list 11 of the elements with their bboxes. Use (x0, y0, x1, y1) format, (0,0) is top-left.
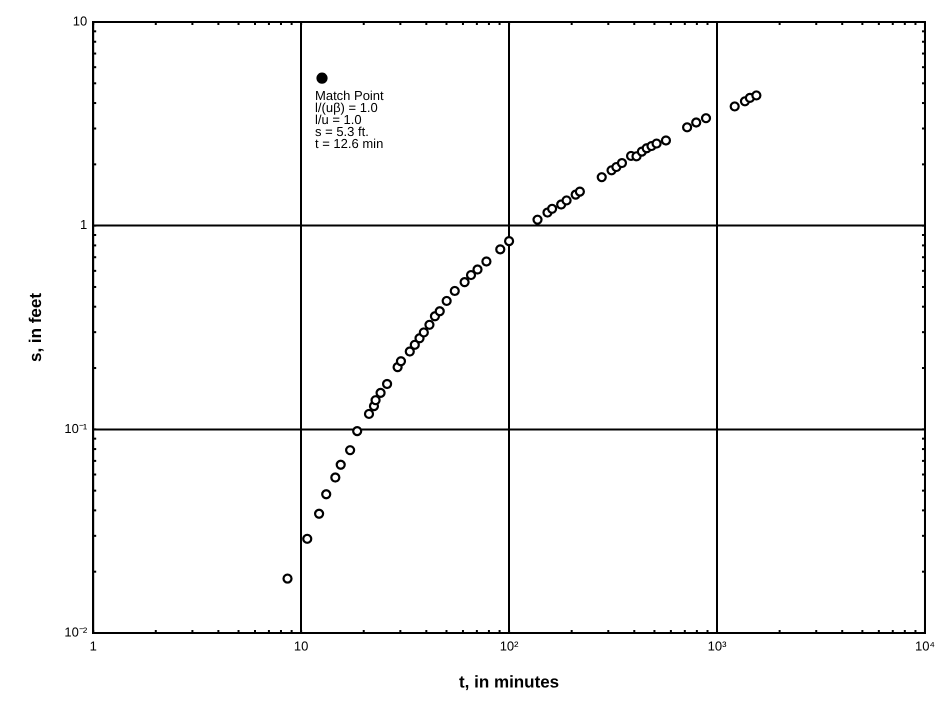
y-tick-label: 1 (80, 217, 88, 232)
x-tick-label: 10² (500, 638, 520, 654)
x-tick-label: 10³ (708, 638, 728, 654)
x-axis-title: t, in minutes (459, 672, 560, 692)
y-axis-title: s, in feet (26, 292, 45, 362)
y-tick-label: 10⁻¹ (64, 420, 88, 436)
y-tick-label: 10 (72, 14, 88, 29)
y-tick-label: 10⁻² (64, 624, 88, 640)
annotation: Match Point (315, 88, 384, 104)
x-tick-label: 10⁴ (914, 638, 935, 654)
x-tick-label: 10 (294, 638, 308, 654)
